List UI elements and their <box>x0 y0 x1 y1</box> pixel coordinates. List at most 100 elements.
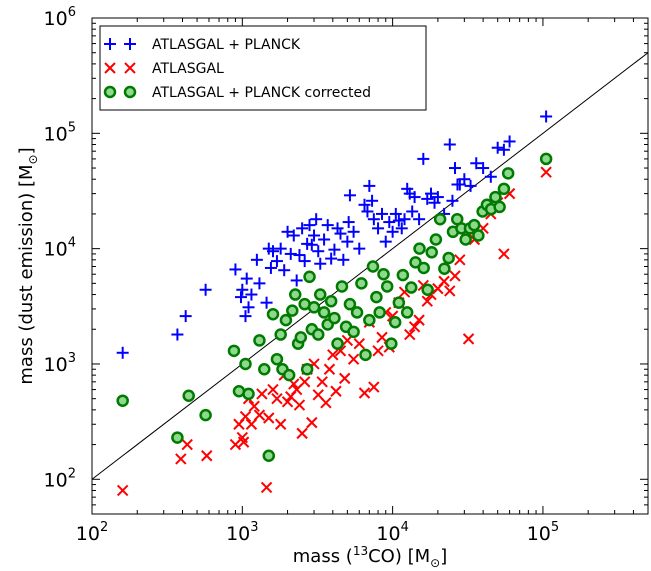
data-point-plus <box>491 141 504 154</box>
data-point-circle <box>270 352 284 366</box>
data-point-circle <box>317 306 331 319</box>
data-point-circle <box>417 261 430 275</box>
data-point-x <box>413 314 425 326</box>
data-point-circle <box>227 344 241 358</box>
x-tick-label-base: 10 <box>76 523 100 545</box>
data-point-x <box>201 450 213 462</box>
data-point-circle <box>279 313 293 327</box>
data-point-plus <box>229 263 242 276</box>
x-tick-label: 103 <box>226 520 258 545</box>
data-point-x <box>293 399 306 411</box>
y-axis-title: mass (dust emission) [M⊙] <box>16 147 40 384</box>
data-point-x <box>263 412 275 424</box>
data-point-plus <box>363 179 376 192</box>
data-point-plus <box>337 253 350 266</box>
data-point-plus <box>406 205 419 218</box>
data-point-plus <box>366 194 379 207</box>
y-tick-label-exp: 6 <box>68 5 76 20</box>
data-point-circle <box>282 368 296 382</box>
data-point-circle <box>363 313 376 327</box>
legend-marker-circle <box>103 85 137 99</box>
data-point-plus <box>171 328 184 341</box>
data-point-plus <box>443 138 456 151</box>
data-point-circle <box>366 260 380 273</box>
data-point-x <box>274 418 287 430</box>
data-point-x <box>306 416 318 429</box>
data-point-plus <box>242 301 255 314</box>
data-point-x <box>462 333 475 345</box>
data-point-x <box>368 381 380 393</box>
data-point-circle <box>459 233 472 246</box>
data-point-circle <box>373 306 386 319</box>
data-point-plus <box>245 288 258 301</box>
svg-text:mass (dust emission) [M⊙]: mass (dust emission) [M⊙] <box>16 147 40 384</box>
data-point-x <box>421 295 433 307</box>
data-point-plus <box>278 264 291 277</box>
x-tick-label-exp: 4 <box>401 520 409 535</box>
legend-label-atlasgal-planck: ATLASGAL + PLANCK <box>152 37 301 53</box>
x-tick-label-base: 10 <box>376 523 400 545</box>
x-axis-title-sub: ⊙ <box>430 556 440 570</box>
data-point-circle <box>116 394 129 407</box>
data-point-plus <box>413 213 426 226</box>
x-tick-label-base: 10 <box>527 523 551 545</box>
data-point-plus <box>398 213 411 226</box>
data-point-circle <box>396 268 410 282</box>
data-point-x <box>347 353 360 365</box>
data-point-circle <box>355 277 368 290</box>
data-point-x <box>175 453 187 465</box>
data-point-circle <box>433 212 447 226</box>
data-point-plus <box>296 222 309 235</box>
data-point-x <box>449 270 461 282</box>
data-point-plus <box>503 135 516 148</box>
data-point-circle <box>409 256 422 269</box>
series-plus <box>116 110 553 359</box>
data-point-circle <box>266 307 280 321</box>
data-point-plus <box>379 235 392 248</box>
data-point-plus <box>334 227 347 240</box>
y-tick-label-base: 10 <box>44 123 68 145</box>
data-point-circle <box>385 337 398 350</box>
data-point-plus <box>305 238 318 251</box>
data-point-circle <box>274 328 287 341</box>
data-point-circle <box>324 294 338 308</box>
data-point-plus <box>446 194 459 207</box>
data-point-plus <box>303 219 316 232</box>
data-point-plus <box>234 291 247 304</box>
data-point-plus <box>260 296 273 309</box>
data-point-plus <box>264 261 277 274</box>
y-tick-label: 102 <box>44 466 76 491</box>
svg-text:mass (13CO) [M⊙]: mass (13CO) [M⊙] <box>293 544 448 570</box>
legend-label-atlasgal: ATLASGAL <box>152 61 224 77</box>
x-tick-label-base: 10 <box>226 523 250 545</box>
data-point-plus <box>321 219 334 232</box>
data-point-circle <box>539 152 553 166</box>
y-tick-label: 103 <box>44 351 76 376</box>
data-point-circle <box>472 229 485 242</box>
data-point-plus <box>266 245 279 258</box>
data-point-plus <box>310 213 323 226</box>
data-point-circle <box>400 306 414 319</box>
data-point-circle <box>286 304 299 317</box>
data-point-circle <box>493 200 506 214</box>
legend-label-atlasgal-planck-corrected: ATLASGAL + PLANCK corrected <box>152 85 371 101</box>
data-point-plus <box>318 233 331 246</box>
data-point-x <box>298 376 311 388</box>
data-point-x <box>245 418 258 430</box>
data-point-plus <box>325 252 338 265</box>
data-point-plus <box>328 243 341 256</box>
data-point-circle <box>335 280 349 293</box>
data-point-plus <box>236 283 249 296</box>
data-point-circle <box>388 315 402 329</box>
x-tick-label: 102 <box>76 520 108 545</box>
data-point-plus <box>358 198 371 211</box>
data-point-plus <box>361 205 374 218</box>
data-point-x <box>323 363 336 375</box>
x-axis-title-pre: mass ( <box>293 546 353 567</box>
data-point-x <box>271 392 283 405</box>
data-point-plus <box>392 214 405 227</box>
data-marks <box>91 52 649 497</box>
legend-entry-atlasgal: ATLASGAL <box>104 61 224 77</box>
data-point-plus <box>408 191 421 204</box>
